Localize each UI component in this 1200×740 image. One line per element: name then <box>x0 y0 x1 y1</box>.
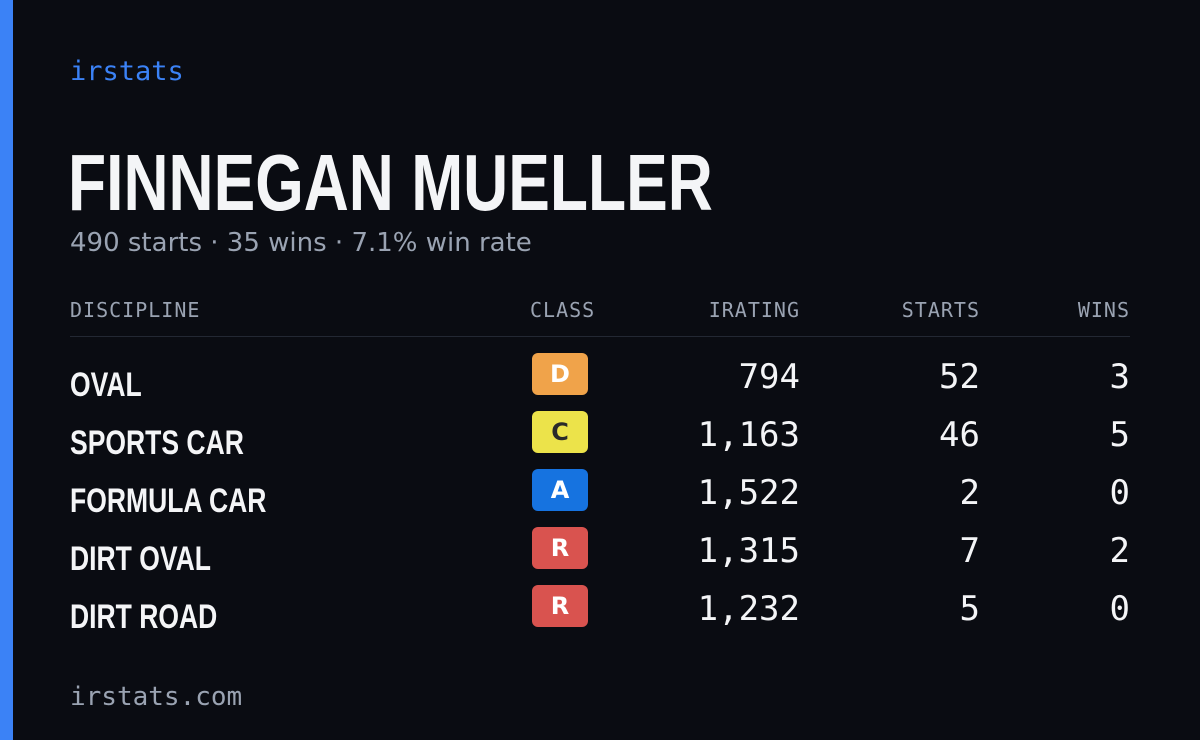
column-header-wins: WINS <box>1077 298 1130 322</box>
column-header-starts: STARTS <box>901 298 980 322</box>
class-badge: R <box>532 527 588 569</box>
row-starts: 52 <box>939 357 980 397</box>
table-row: DIRT ROAD R 1,232 5 0 <box>70 585 1130 643</box>
row-starts: 46 <box>939 415 980 455</box>
class-badge: D <box>532 353 588 395</box>
table-header: DISCIPLINE CLASS IRATING STARTS WINS <box>70 298 1130 337</box>
table-body: OVAL D 794 52 3 SPORTS CAR C 1,163 46 5 FORMULA CA… <box>70 353 1130 643</box>
brand-logo: irstats <box>70 56 184 87</box>
row-starts: 5 <box>959 589 980 629</box>
row-discipline: DIRT OVAL <box>70 540 211 578</box>
row-discipline: SPORTS CAR <box>70 424 244 462</box>
row-irating: 1,232 <box>697 589 800 629</box>
row-irating: 1,522 <box>697 473 800 513</box>
row-irating: 794 <box>738 357 800 397</box>
row-starts: 2 <box>959 473 980 513</box>
row-starts: 7 <box>959 531 980 571</box>
class-badge: C <box>532 411 588 453</box>
stats-table: DISCIPLINE CLASS IRATING STARTS WINS OVA… <box>70 298 1130 643</box>
class-badge: A <box>532 469 588 511</box>
column-header-class: CLASS <box>530 298 596 322</box>
table-row: FORMULA CAR A 1,522 2 0 <box>70 469 1130 527</box>
row-discipline: DIRT ROAD <box>70 598 218 636</box>
accent-bar <box>0 0 13 740</box>
table-row: SPORTS CAR C 1,163 46 5 <box>70 411 1130 469</box>
driver-summary: 490 starts · 35 wins · 7.1% win rate <box>70 228 532 258</box>
row-wins: 0 <box>1109 589 1130 629</box>
column-header-irating: IRATING <box>708 298 800 322</box>
table-row: DIRT OVAL R 1,315 7 2 <box>70 527 1130 585</box>
row-wins: 5 <box>1109 415 1130 455</box>
row-wins: 2 <box>1109 531 1130 571</box>
driver-name: FINNEGAN MUELLER <box>68 138 713 227</box>
class-badge: R <box>532 585 588 627</box>
table-row: OVAL D 794 52 3 <box>70 353 1130 411</box>
row-wins: 0 <box>1109 473 1130 513</box>
row-irating: 1,315 <box>697 531 800 571</box>
row-discipline: FORMULA CAR <box>70 482 267 520</box>
column-header-discipline: DISCIPLINE <box>70 298 201 322</box>
row-irating: 1,163 <box>697 415 800 455</box>
row-discipline: OVAL <box>70 366 142 404</box>
row-wins: 3 <box>1109 357 1130 397</box>
footer-url: irstats.com <box>70 682 243 712</box>
